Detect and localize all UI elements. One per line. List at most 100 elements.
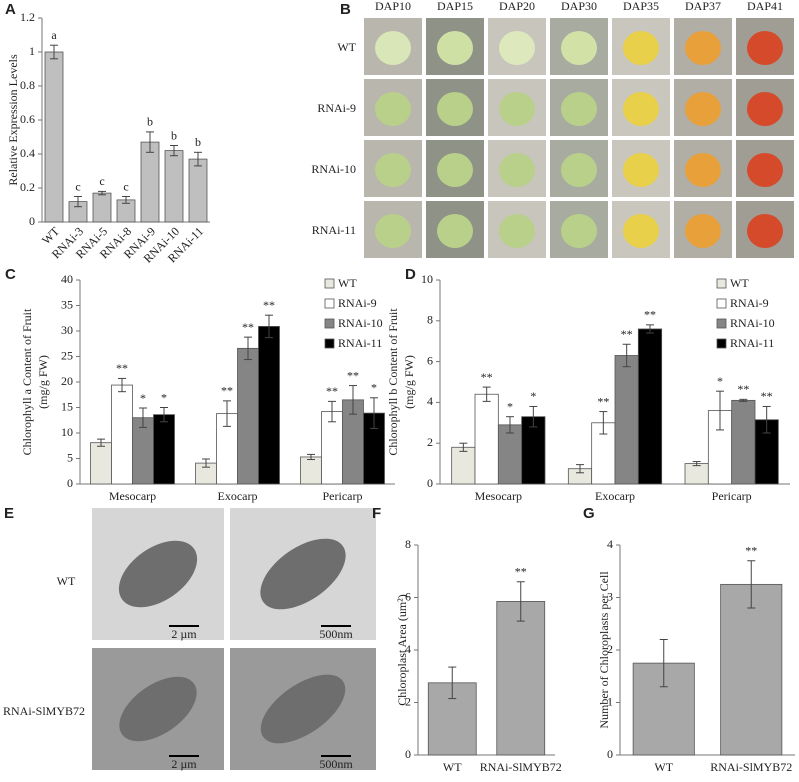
y-tick-label: 1	[29, 44, 35, 58]
significance: **	[326, 384, 338, 398]
bar	[300, 456, 322, 485]
legend-label: RNAi-11	[730, 336, 774, 350]
fruit	[499, 31, 535, 65]
scale-label: 2 µm	[171, 757, 197, 771]
y-tick-label: 4	[405, 642, 411, 656]
significance: **	[242, 320, 254, 334]
column-header: DAP30	[561, 0, 597, 13]
significance: a	[51, 28, 57, 42]
row-label: RNAi-10	[311, 162, 356, 176]
x-tick-label: Pericarp	[712, 489, 752, 503]
bar	[497, 424, 523, 485]
legend-swatch	[716, 318, 727, 329]
fruit	[437, 31, 473, 65]
legend-swatch	[716, 338, 727, 349]
y-tick-label: 20	[61, 374, 73, 388]
y-axis-label: Chlorophyll a Content of Fruit	[20, 308, 34, 455]
significance: **	[597, 394, 609, 408]
significance: **	[761, 389, 773, 403]
fruit	[499, 153, 535, 187]
x-tick-label: WT	[654, 760, 673, 774]
fruit	[623, 153, 659, 187]
row-label: RNAi-SlMYB72	[3, 704, 85, 718]
y-axis-label: Number of Chloroplasts per Cell	[597, 571, 611, 729]
y-tick-label: 0	[67, 476, 73, 490]
y-tick-label: 40	[61, 272, 73, 286]
bar	[637, 328, 663, 485]
fruit	[623, 31, 659, 65]
panel-letter: C	[5, 266, 16, 283]
legend-swatch	[324, 338, 335, 349]
panel-letter: B	[340, 1, 351, 18]
y-axis-label: (mg/g FW)	[36, 355, 50, 409]
chloroplast	[260, 674, 346, 744]
significance: b	[171, 128, 177, 142]
significance: *	[507, 399, 513, 413]
y-axis-label: Chlorophyll b Content of Fruit	[386, 308, 400, 456]
y-tick-label: 0.2	[20, 180, 35, 194]
y-tick-label: 6	[405, 589, 411, 603]
bar	[684, 463, 709, 485]
significance: **	[116, 361, 128, 375]
bar	[496, 601, 546, 756]
bar	[451, 446, 476, 485]
significance: **	[737, 382, 749, 396]
legend-swatch	[324, 278, 335, 289]
y-tick-label: 1	[607, 694, 613, 708]
bar	[258, 326, 280, 485]
chloroplast	[260, 538, 346, 610]
y-tick-label: 8	[405, 537, 411, 551]
row-label: WT	[337, 40, 356, 54]
row-label: RNAi-11	[312, 223, 356, 237]
fruit	[623, 214, 659, 248]
significance: c	[123, 179, 128, 193]
bar	[731, 399, 756, 485]
legend-swatch	[324, 318, 335, 329]
fruit	[375, 92, 411, 126]
x-tick-label: RNAi-SlMYB72	[480, 760, 562, 774]
fruit	[499, 92, 535, 126]
legend-label: WT	[730, 276, 749, 290]
y-tick-label: 0.8	[20, 78, 35, 92]
y-tick-label: 30	[61, 323, 73, 337]
fruit	[437, 153, 473, 187]
fruit	[561, 31, 597, 65]
legend-label: RNAi-10	[338, 316, 383, 330]
bar	[188, 158, 208, 223]
y-tick-label: 2	[607, 642, 613, 656]
fruit	[561, 214, 597, 248]
y-tick-label: 6	[427, 353, 433, 367]
column-header: DAP35	[623, 0, 659, 13]
y-tick-label: 25	[61, 348, 73, 362]
x-tick-label: Pericarp	[323, 489, 363, 503]
y-tick-label: 3	[607, 589, 613, 603]
significance: *	[717, 374, 723, 388]
x-tick-label: WT	[443, 760, 462, 774]
legend-label: RNAi-11	[338, 336, 382, 350]
row-label: RNAi-9	[317, 101, 356, 115]
significance: b	[195, 135, 201, 149]
x-tick-label: Exocarp	[218, 489, 258, 503]
fruit	[561, 153, 597, 187]
fruit	[375, 153, 411, 187]
column-header: DAP20	[499, 0, 535, 13]
fruit	[747, 214, 783, 248]
panel-letter: A	[5, 1, 16, 18]
legend-swatch	[324, 298, 335, 309]
legend-swatch	[716, 278, 727, 289]
significance: *	[161, 390, 167, 404]
fruit	[685, 31, 721, 65]
fruit	[437, 214, 473, 248]
y-tick-label: 15	[61, 399, 73, 413]
significance: *	[140, 391, 146, 405]
fruit	[685, 153, 721, 187]
column-header: DAP41	[747, 0, 783, 13]
significance: c	[99, 174, 104, 188]
bar	[90, 442, 112, 485]
significance: **	[481, 370, 493, 384]
significance: **	[515, 565, 527, 579]
y-tick-label: 0	[427, 476, 433, 490]
scale-label: 500nm	[319, 757, 353, 771]
y-tick-label: 0.4	[20, 146, 35, 160]
